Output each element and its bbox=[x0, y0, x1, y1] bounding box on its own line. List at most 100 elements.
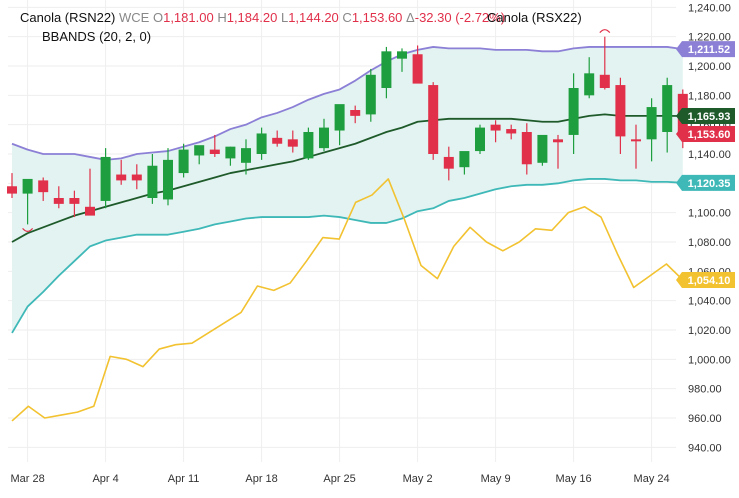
candle-body bbox=[241, 148, 251, 163]
y-tick-label: 1,180.00 bbox=[688, 90, 731, 102]
candle bbox=[85, 168, 95, 216]
y-tick-label: 1,020.00 bbox=[688, 325, 731, 337]
period-high-marker bbox=[599, 29, 611, 34]
x-tick-label: Apr 11 bbox=[168, 473, 200, 485]
ohlc-legend: Canola (RSN22) WCE O1,181.00 H1,184.20 L… bbox=[20, 10, 505, 25]
candle bbox=[521, 123, 532, 175]
badge-value: 1,211.52 bbox=[688, 44, 730, 56]
x-tick-label: May 9 bbox=[481, 473, 511, 485]
candle bbox=[599, 36, 610, 90]
bbands-upper-line bbox=[11, 46, 683, 161]
candle-body bbox=[490, 124, 501, 131]
badge-shape bbox=[676, 41, 735, 58]
candle-body bbox=[319, 127, 329, 149]
candle bbox=[631, 124, 641, 169]
candle bbox=[69, 190, 80, 218]
x-tick-label: Apr 4 bbox=[92, 473, 118, 485]
candle-body bbox=[85, 206, 95, 216]
candle-body bbox=[381, 51, 392, 88]
badge-value: 1,153.60 bbox=[688, 129, 731, 141]
candle bbox=[365, 68, 376, 122]
y-tick-label: 960.00 bbox=[688, 413, 722, 425]
last-value-badge-middle: 1,165.93 bbox=[676, 107, 735, 124]
y-tick-label: 1,240.00 bbox=[688, 2, 731, 14]
candle bbox=[459, 151, 470, 175]
candle-body bbox=[506, 129, 517, 134]
exchange-label: WCE bbox=[119, 10, 150, 25]
candle-body bbox=[662, 85, 673, 132]
x-tick-label: May 2 bbox=[403, 473, 433, 485]
candle-body bbox=[209, 149, 220, 154]
candle bbox=[475, 124, 485, 154]
candle bbox=[334, 104, 345, 146]
last-value-badge-upper: 1,211.52 bbox=[676, 41, 735, 58]
candle bbox=[7, 173, 17, 198]
y-tick-label: 1,220.00 bbox=[688, 32, 731, 44]
candle-body bbox=[365, 74, 376, 115]
candle-body bbox=[287, 139, 298, 147]
candle-body bbox=[69, 198, 80, 204]
candle-body bbox=[256, 133, 267, 154]
candle-body bbox=[646, 107, 657, 140]
y-tick-label: 940.00 bbox=[688, 442, 722, 454]
candle-body bbox=[584, 73, 595, 96]
y-tick-label: 1,100.00 bbox=[688, 208, 731, 220]
candle bbox=[662, 77, 673, 153]
compare-symbol-legend[interactable]: Canola (RSX22) bbox=[487, 10, 582, 25]
candle bbox=[287, 130, 298, 153]
candle-body bbox=[131, 174, 142, 181]
y-tick-label: 980.00 bbox=[688, 384, 722, 396]
candle-body bbox=[428, 85, 439, 154]
last-value-badge-close: 1,153.60 bbox=[676, 126, 735, 143]
x-tick-label: May 16 bbox=[556, 473, 592, 485]
symbol-label: Canola (RSN22) bbox=[20, 10, 116, 25]
x-tick-label: Mar 28 bbox=[10, 473, 44, 485]
last-value-badge-lower: 1,120.35 bbox=[676, 174, 735, 191]
change-value: -32.30 (-2.72%) bbox=[414, 10, 506, 25]
candle-body bbox=[225, 146, 236, 159]
badge-value: 1,054.10 bbox=[688, 275, 731, 287]
candle bbox=[131, 164, 142, 190]
close-label: C bbox=[342, 10, 352, 25]
candle bbox=[490, 120, 501, 143]
candle-body bbox=[334, 104, 345, 131]
candle-body bbox=[521, 132, 532, 165]
candle bbox=[100, 148, 111, 209]
indicator-legend[interactable]: BBANDS (20, 2, 0) bbox=[42, 29, 152, 44]
candle bbox=[553, 134, 563, 169]
candle bbox=[163, 148, 173, 206]
candle bbox=[537, 134, 548, 166]
candle bbox=[256, 127, 267, 160]
badge-shape bbox=[676, 271, 735, 288]
candle-body bbox=[553, 139, 563, 143]
candle bbox=[147, 154, 158, 204]
x-tick-label: May 24 bbox=[634, 473, 670, 485]
candle-body bbox=[116, 174, 127, 181]
candle bbox=[568, 73, 579, 154]
candle bbox=[381, 46, 392, 99]
candle bbox=[303, 127, 314, 160]
candle-body bbox=[568, 88, 579, 135]
high-value: 1,184.20 bbox=[226, 10, 278, 25]
candle bbox=[272, 130, 283, 147]
candle bbox=[225, 146, 236, 166]
period-low-marker bbox=[22, 227, 34, 232]
last-value-badge-rsx: 1,054.10 bbox=[676, 271, 735, 288]
candle bbox=[38, 177, 49, 201]
candle-body bbox=[7, 186, 17, 194]
candle-body bbox=[178, 149, 189, 174]
candle bbox=[178, 143, 189, 178]
y-tick-label: 1,200.00 bbox=[688, 61, 731, 73]
candle bbox=[241, 139, 251, 175]
candle-body bbox=[412, 54, 423, 84]
candle-body bbox=[147, 165, 158, 198]
low-value: 1,144.20 bbox=[288, 10, 339, 25]
candle-body bbox=[443, 156, 454, 169]
candle bbox=[397, 48, 407, 72]
candle-body bbox=[599, 74, 610, 88]
y-tick-label: 1,040.00 bbox=[688, 296, 731, 308]
candle bbox=[615, 77, 626, 154]
candle bbox=[209, 134, 220, 157]
